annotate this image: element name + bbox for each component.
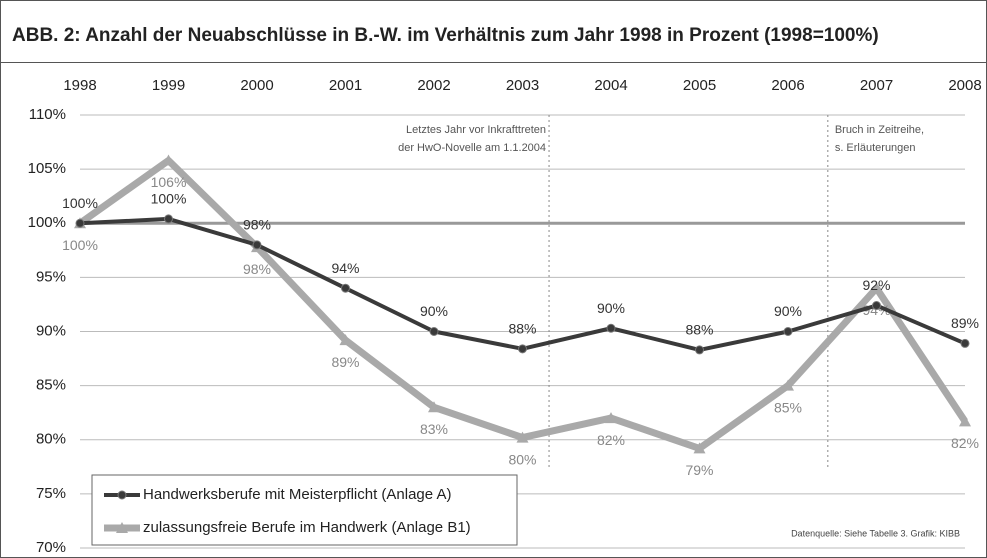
y-tick-label: 110%: [29, 106, 66, 123]
value-label: 88%: [685, 322, 713, 338]
point: [516, 431, 529, 443]
point: [695, 345, 704, 355]
value-label: 98%: [243, 261, 271, 277]
value-label: 82%: [597, 432, 625, 448]
y-tick-label: 80%: [36, 431, 66, 448]
point: [960, 338, 970, 348]
legend-box: [91, 474, 518, 546]
value-label: 98%: [243, 217, 271, 233]
y-tick-label: 85%: [36, 377, 66, 394]
x-tick-label: 1998: [63, 77, 96, 94]
chart-title: ABB. 2: Anzahl der Neuabschlüsse in B.-W…: [12, 25, 879, 46]
point: [872, 301, 881, 311]
x-tick-label: 2000: [240, 77, 273, 94]
x-tick-label: 2003: [506, 77, 539, 94]
value-label: 89%: [331, 354, 359, 370]
x-tick-label: 2004: [594, 77, 627, 94]
legend-marker: [116, 522, 128, 533]
x-tick-label: 2002: [417, 77, 450, 94]
point: [75, 218, 85, 228]
point: [339, 334, 352, 346]
value-label: 100%: [151, 191, 187, 207]
x-tick-label: 2007: [860, 77, 893, 94]
x-tick-label: 1999: [152, 77, 185, 94]
point: [693, 442, 706, 454]
point: [870, 282, 883, 294]
y-tick-label: 105%: [28, 160, 66, 177]
annotation-text: Letztes Jahr vor Inkrafttreten: [406, 124, 546, 136]
point: [341, 283, 350, 293]
source: Datenquelle: Siehe Tabelle 3. Grafik: KI…: [791, 528, 960, 538]
point: [959, 415, 971, 427]
value-label: 92%: [862, 277, 890, 293]
value-label: 82%: [951, 435, 979, 451]
x-tick-label: 2001: [329, 77, 362, 94]
point: [252, 240, 262, 250]
point: [605, 412, 617, 424]
value-label: 90%: [774, 303, 802, 319]
y-tick-label: 75%: [36, 485, 66, 502]
value-label: 79%: [685, 462, 713, 478]
point: [162, 154, 175, 166]
point: [429, 327, 439, 336]
value-label: 89%: [951, 315, 979, 331]
point: [164, 214, 173, 224]
point: [783, 327, 793, 336]
value-label: 90%: [597, 300, 625, 316]
point: [782, 379, 794, 391]
value-label: 100%: [62, 195, 98, 211]
annotation-text: s. Erläuterungen: [835, 142, 916, 154]
point: [606, 323, 616, 333]
annotation-text: Bruch in Zeitreihe,: [835, 124, 924, 136]
x-tick-label: 2006: [771, 77, 804, 94]
value-label: 80%: [508, 451, 536, 467]
y-tick-label: 100%: [28, 214, 66, 231]
x-tick-label: 2008: [948, 77, 981, 94]
legend-label: zulassungsfreie Berufe im Handwerk (Anla…: [143, 519, 471, 536]
value-label: 100%: [62, 237, 98, 253]
value-label: 83%: [420, 421, 448, 437]
y-tick-label: 95%: [36, 268, 66, 285]
point: [428, 401, 440, 413]
y-tick-label: 70%: [36, 539, 66, 556]
x-tick-label: 2005: [683, 77, 716, 94]
value-label: 94%: [331, 260, 359, 276]
annotation-text: der HwO-Novelle am 1.1.2004: [398, 142, 546, 154]
value-label: 90%: [420, 303, 448, 319]
value-label: 106%: [151, 174, 187, 190]
value-label: 88%: [508, 321, 536, 337]
value-label: 85%: [774, 399, 802, 415]
y-tick-label: 90%: [36, 322, 66, 339]
legend-marker: [117, 490, 127, 500]
point: [518, 344, 527, 354]
legend-label: Handwerksberufe mit Meisterpflicht (Anla…: [143, 486, 451, 503]
